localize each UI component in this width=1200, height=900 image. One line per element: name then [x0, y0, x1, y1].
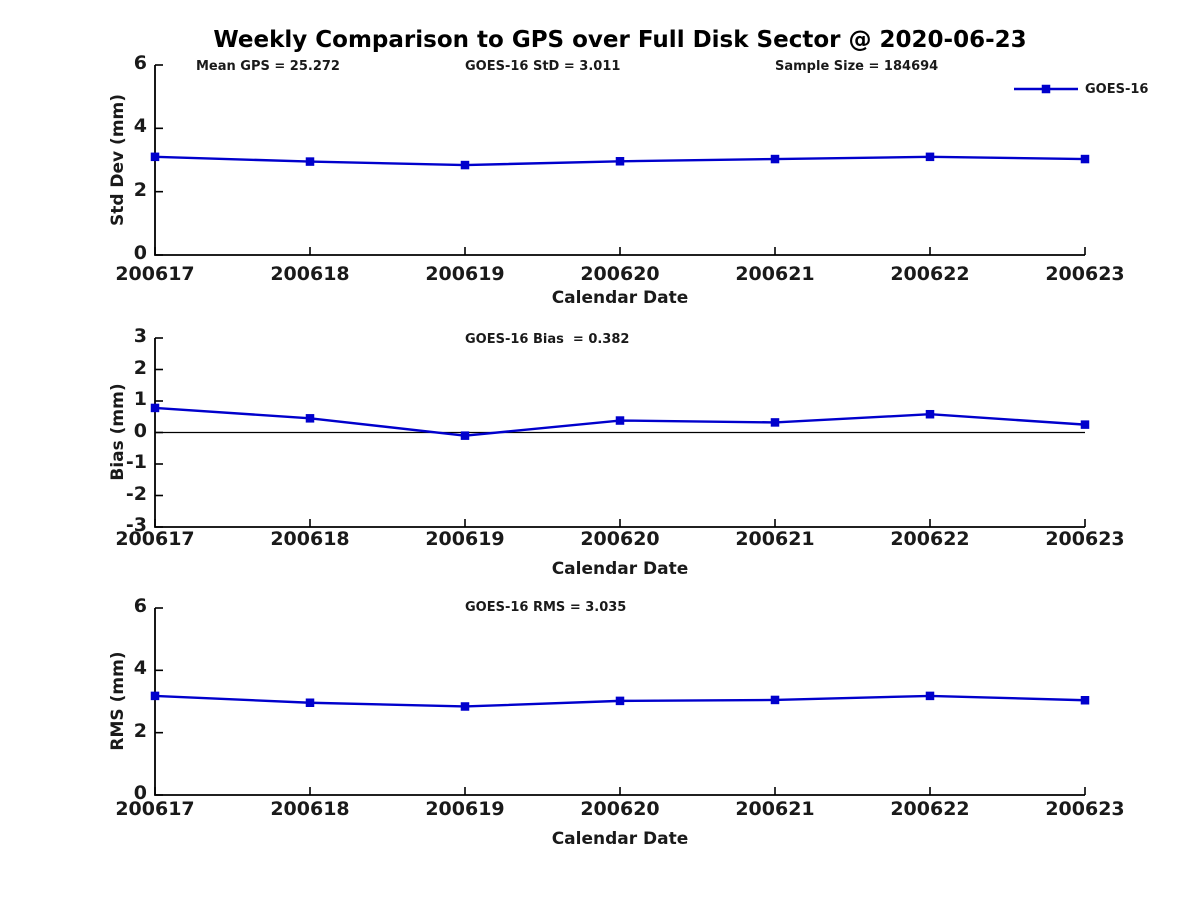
data-point-marker: [305, 157, 315, 166]
x-tick-label: 200619: [425, 263, 505, 285]
x-tick-label: 200622: [890, 263, 970, 285]
x-axis-label-calendar-date: Calendar Date: [551, 829, 689, 849]
x-tick-label: 200618: [270, 528, 350, 550]
data-point-marker: [770, 695, 780, 705]
annotation-mean-gps: Mean GPS = 25.272: [196, 59, 340, 74]
x-tick-label: 200622: [890, 528, 970, 550]
data-point-marker: [305, 414, 315, 423]
data-point-marker: [925, 691, 935, 701]
data-point-marker: [1080, 696, 1090, 705]
legend: GOES-16: [1014, 80, 1148, 98]
x-tick-label: 200618: [270, 263, 350, 285]
figure-title: Weekly Comparison to GPS over Full Disk …: [213, 27, 1027, 53]
x-tick-label: 200622: [890, 798, 970, 820]
x-axis-label-calendar-date: Calendar Date: [551, 288, 689, 308]
annotation-sample-size: Sample Size = 184694: [775, 59, 939, 74]
x-axis-label-calendar-date: Calendar Date: [551, 559, 689, 579]
y-tick-label: 2: [133, 179, 147, 201]
data-point-marker: [460, 431, 470, 440]
legend-marker: [1041, 84, 1051, 94]
x-tick-label: 200617: [115, 263, 195, 285]
x-tick-label: 200623: [1045, 528, 1125, 550]
data-point-marker: [925, 152, 935, 162]
y-tick-label: 6: [133, 595, 147, 617]
data-point-marker: [925, 409, 935, 419]
x-tick-label: 200620: [580, 528, 660, 550]
annotation-goes16-rms: GOES-16 RMS = 3.035: [465, 600, 627, 615]
x-tick-label: 200623: [1045, 798, 1125, 820]
y-tick-label: 4: [133, 115, 147, 137]
x-tick-label: 200619: [425, 798, 505, 820]
data-point-marker: [1080, 154, 1090, 164]
y-tick-label: -3: [125, 514, 147, 536]
y-tick-label: -2: [125, 483, 147, 505]
legend-line-marker-icon: [1014, 84, 1078, 94]
data-point-marker: [770, 154, 780, 164]
data-point-marker: [615, 696, 625, 706]
y-tick-label: 0: [133, 242, 147, 264]
y-tick-label: -1: [125, 451, 147, 473]
x-tick-label: 200620: [580, 798, 660, 820]
data-point-marker: [150, 152, 160, 162]
y-tick-label: 2: [133, 357, 147, 379]
y-tick-label: 0: [133, 782, 147, 804]
data-point-marker: [305, 698, 315, 707]
y-tick-label: 3: [133, 325, 147, 347]
y-tick-label: 6: [133, 52, 147, 74]
x-tick-label: 200619: [425, 528, 505, 550]
y-tick-label: 0: [133, 420, 147, 442]
x-tick-label: 200618: [270, 798, 350, 820]
data-point-marker: [460, 160, 470, 170]
data-point-marker: [1080, 420, 1090, 429]
data-point-marker: [615, 157, 625, 166]
x-tick-label: 200617: [115, 798, 195, 820]
data-point-marker: [460, 702, 470, 711]
annotation-goes16-std: GOES-16 StD = 3.011: [465, 59, 621, 74]
data-point-marker: [150, 691, 160, 701]
data-point-marker: [770, 418, 780, 427]
x-tick-label: 200620: [580, 263, 660, 285]
x-tick-label: 200617: [115, 528, 195, 550]
y-tick-label: 4: [133, 657, 147, 679]
data-point-marker: [150, 403, 160, 413]
annotation-goes16-bias: GOES-16 Bias = 0.382: [465, 332, 630, 347]
x-tick-label: 200621: [735, 528, 815, 550]
y-tick-label: 2: [133, 720, 147, 742]
y-tick-label: 1: [133, 388, 147, 410]
data-point-marker: [615, 416, 625, 425]
x-tick-label: 200621: [735, 263, 815, 285]
legend-label: GOES-16: [1085, 81, 1149, 97]
x-tick-label: 200623: [1045, 263, 1125, 285]
x-tick-label: 200621: [735, 798, 815, 820]
